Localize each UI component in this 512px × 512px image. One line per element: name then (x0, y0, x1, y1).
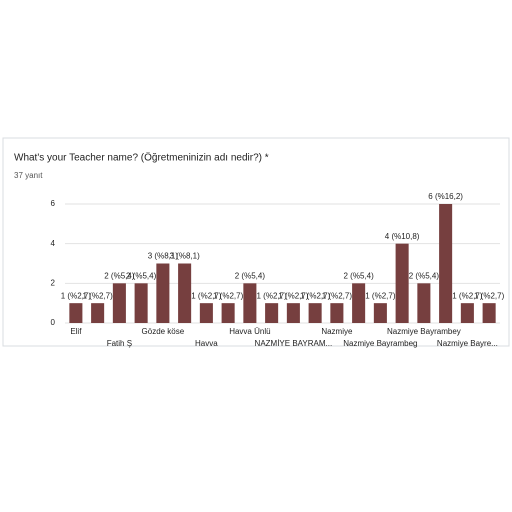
data-label: 1 (%2,7) (61, 291, 92, 300)
data-label: 1 (%2,7) (213, 291, 244, 300)
x-tick-label: Havva (195, 339, 218, 348)
x-tick-label: Nazmiye Bayre... (437, 339, 498, 348)
bar (91, 303, 105, 323)
data-label: 4 (%10,8) (385, 232, 420, 241)
data-label: 3 (%8,1) (148, 252, 179, 261)
data-label: 2 (%5,4) (104, 271, 135, 280)
y-tick-label: 4 (51, 239, 56, 248)
data-label: 2 (%5,4) (344, 271, 375, 280)
chart-title: What's your Teacher name? (Öğretmeninizi… (14, 152, 269, 164)
data-label: 1 (%2,7) (452, 291, 483, 300)
bar (199, 303, 213, 323)
data-label: 2 (%5,4) (126, 271, 157, 280)
bar (308, 303, 322, 323)
x-tick-label: Elif (70, 327, 82, 336)
data-label: 2 (%5,4) (235, 271, 266, 280)
bar (373, 303, 387, 323)
x-tick-label: Nazmiye (321, 327, 353, 336)
data-label: 1 (%2,7) (300, 291, 331, 300)
bar (265, 303, 279, 323)
bar (417, 283, 431, 323)
data-label: 1 (%2,7) (278, 291, 309, 300)
data-label: 1 (%2,7) (365, 291, 396, 300)
y-tick-label: 6 (51, 199, 56, 208)
data-label: 3 (%8,1) (170, 252, 201, 261)
x-tick-label: Fatih Ş (107, 339, 132, 348)
y-tick-label: 0 (51, 318, 56, 327)
bar (178, 263, 192, 323)
bar (482, 303, 496, 323)
data-label: 1 (%2,7) (474, 291, 505, 300)
x-tick-label: Nazmiye Bayrambey (387, 327, 461, 336)
bar (134, 283, 148, 323)
y-tick-label: 2 (51, 278, 56, 287)
bar (112, 283, 126, 323)
data-label: 2 (%5,4) (409, 271, 440, 280)
data-label: 1 (%2,7) (322, 291, 353, 300)
data-label: 1 (%2,7) (191, 291, 222, 300)
bar (221, 303, 235, 323)
response-count: 37 yanıt (14, 171, 43, 180)
bar (460, 303, 474, 323)
data-label: 1 (%2,7) (83, 291, 114, 300)
bar (243, 283, 257, 323)
data-label: 1 (%2,7) (257, 291, 288, 300)
x-tick-label: Nazmiye Bayrambeg (343, 339, 417, 348)
data-label: 6 (%16,2) (428, 192, 463, 201)
x-tick-label: Havva Ünlü (229, 327, 270, 336)
x-tick-label: NAZMİYE BAYRAM... (255, 339, 333, 348)
bar (156, 263, 170, 323)
bar (69, 303, 83, 323)
bar (330, 303, 344, 323)
bar (395, 243, 409, 323)
bar (439, 204, 453, 323)
bar (352, 283, 366, 323)
bar (286, 303, 300, 323)
x-tick-label: Gözde köse (142, 327, 185, 336)
